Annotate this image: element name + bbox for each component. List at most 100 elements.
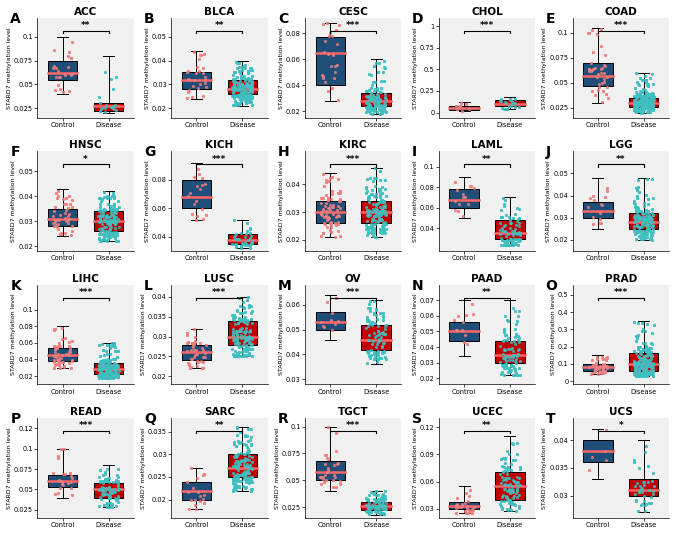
Point <box>95 104 106 113</box>
Point <box>228 336 239 345</box>
Bar <box>228 320 257 345</box>
Point <box>634 98 645 106</box>
Point <box>370 173 381 182</box>
Point <box>629 369 640 377</box>
Point <box>592 363 602 372</box>
Point <box>228 475 239 484</box>
Point <box>327 482 338 491</box>
Point <box>370 193 381 201</box>
Point <box>500 455 511 463</box>
Point <box>642 351 652 360</box>
Point <box>113 363 124 372</box>
Point <box>635 354 646 363</box>
Point <box>99 362 110 371</box>
Point <box>197 173 208 182</box>
Point <box>363 106 374 114</box>
Point <box>648 469 658 477</box>
Point <box>239 315 250 324</box>
Point <box>373 209 384 217</box>
Point <box>247 485 258 493</box>
Point <box>231 441 241 450</box>
Point <box>630 100 641 109</box>
Point <box>235 317 246 325</box>
Point <box>638 371 649 380</box>
Point <box>247 334 258 342</box>
Point <box>380 353 391 361</box>
Point <box>240 82 251 90</box>
Point <box>109 369 120 377</box>
Point <box>635 372 646 380</box>
Point <box>96 364 107 372</box>
Point <box>632 103 643 111</box>
Point <box>646 350 657 359</box>
Point <box>645 367 656 376</box>
Point <box>633 107 644 116</box>
Point <box>233 349 243 357</box>
Point <box>377 229 388 238</box>
Point <box>101 219 112 227</box>
Point <box>380 93 391 102</box>
Point <box>646 174 657 183</box>
Point <box>112 217 123 225</box>
Point <box>96 357 107 365</box>
Point <box>239 455 249 464</box>
Point <box>235 302 245 311</box>
Point <box>51 220 62 229</box>
Point <box>111 227 122 236</box>
Point <box>227 92 238 101</box>
Point <box>631 207 642 215</box>
Point <box>377 497 388 506</box>
Point <box>508 353 518 361</box>
Point <box>104 216 115 225</box>
Point <box>106 210 117 218</box>
Point <box>508 347 518 356</box>
Point <box>105 226 116 235</box>
Point <box>642 93 652 102</box>
Point <box>234 100 245 108</box>
Point <box>51 353 62 361</box>
Point <box>583 203 594 211</box>
Point <box>103 372 114 381</box>
Point <box>239 470 249 479</box>
Point <box>371 305 382 314</box>
Point <box>514 218 525 227</box>
Point <box>642 228 652 237</box>
Point <box>373 503 384 512</box>
Point <box>183 88 193 96</box>
Point <box>322 213 333 221</box>
Point <box>505 368 516 376</box>
Point <box>364 94 375 103</box>
Point <box>635 92 646 101</box>
Point <box>644 97 655 106</box>
Point <box>601 362 612 370</box>
Point <box>112 473 123 482</box>
Point <box>635 368 646 377</box>
Point <box>366 223 377 232</box>
Point <box>637 235 648 243</box>
Point <box>513 501 524 510</box>
Point <box>506 96 517 105</box>
Point <box>332 61 343 70</box>
Point <box>508 231 518 239</box>
Point <box>598 355 608 364</box>
Point <box>102 212 113 221</box>
Point <box>103 368 114 377</box>
Point <box>630 364 641 373</box>
Point <box>242 335 253 344</box>
Point <box>508 362 518 371</box>
Point <box>635 96 646 105</box>
Point <box>587 65 598 73</box>
Point <box>110 364 120 373</box>
Point <box>635 227 646 236</box>
Point <box>99 217 110 226</box>
Point <box>334 212 345 220</box>
Point <box>514 307 525 315</box>
Point <box>514 230 525 238</box>
Point <box>378 226 389 234</box>
Point <box>318 48 329 56</box>
Point <box>631 364 642 373</box>
Point <box>646 363 656 372</box>
Point <box>187 355 197 363</box>
Point <box>364 505 375 513</box>
Point <box>586 66 597 75</box>
